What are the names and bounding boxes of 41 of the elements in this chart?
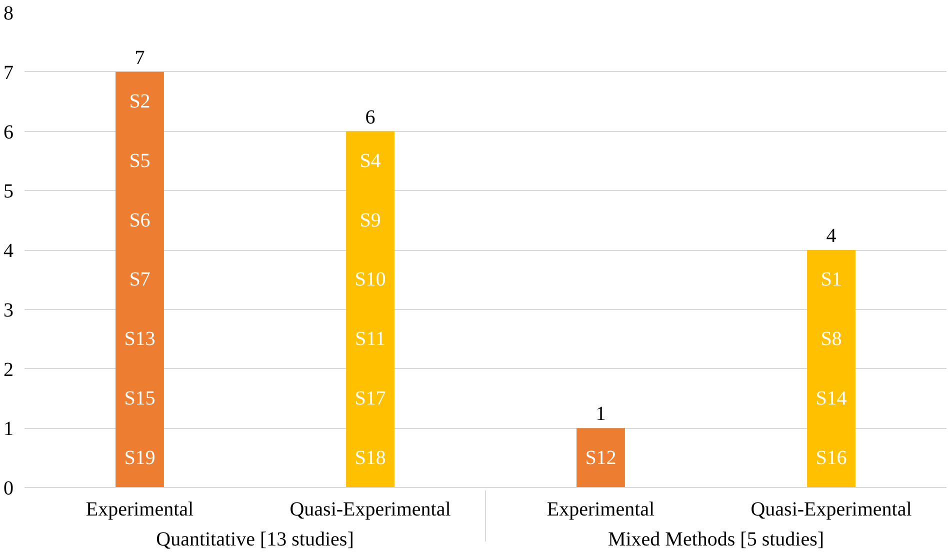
annotation: S16: [816, 446, 847, 469]
annotation: S11: [355, 328, 386, 350]
annotation: S4: [360, 150, 381, 172]
annotation: S19: [124, 446, 156, 469]
bar: [576, 428, 625, 488]
bar: [807, 250, 856, 488]
data-label: 1: [596, 403, 606, 426]
y-tick-label: 5: [4, 180, 14, 203]
x-tick-label: Quasi-Experimental: [290, 498, 452, 520]
y-tick-label: 6: [4, 121, 14, 144]
x-tick-label: Experimental: [546, 498, 656, 520]
data-label: 6: [365, 106, 376, 128]
y-tick-label: 0: [4, 478, 14, 500]
text: Quantitative [13 studies]: [156, 528, 354, 550]
annotation: S14: [816, 387, 847, 410]
y-tick-label: 7: [4, 62, 14, 84]
annotation: S10: [354, 268, 386, 291]
annotation: S13: [124, 328, 156, 350]
annotation: S7: [129, 268, 150, 291]
data-label: 7: [134, 46, 145, 69]
annotation: S15: [124, 387, 156, 410]
y-tick-label: 3: [4, 299, 14, 322]
y-tick-label: 8: [4, 2, 14, 24]
annotation: S17: [354, 387, 386, 410]
x-tick-label: Quasi-Experimental: [750, 498, 912, 520]
annotation: S8: [820, 328, 842, 350]
data-label: 4: [826, 225, 836, 247]
annotation: S12: [585, 446, 616, 469]
bar: [346, 131, 394, 488]
annotation: S9: [360, 209, 381, 232]
text: Mixed Methods [5 studies]: [608, 528, 824, 550]
bar: [116, 72, 164, 488]
annotation: S18: [354, 446, 386, 469]
annotation: S1: [820, 268, 842, 291]
y-tick-label: 1: [4, 418, 14, 440]
annotation: S5: [129, 150, 150, 172]
y-tick-label: 2: [4, 358, 14, 381]
annotation: S2: [129, 90, 150, 113]
annotation: S6: [129, 209, 150, 232]
y-tick-label: 4: [4, 240, 14, 262]
x-tick-label: Experimental: [86, 498, 194, 520]
